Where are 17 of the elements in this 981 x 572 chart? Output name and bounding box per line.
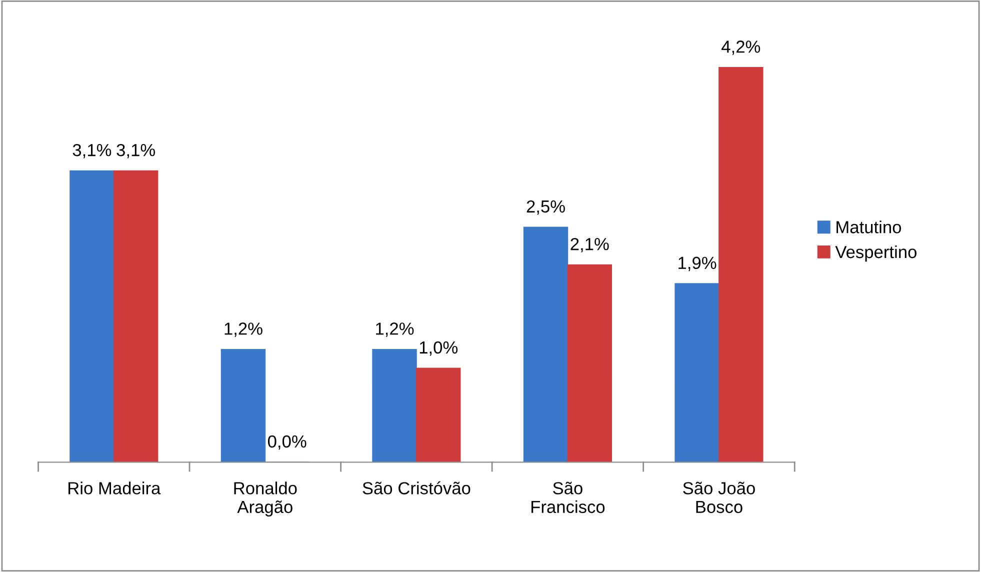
data-label: 2,1% <box>570 238 609 252</box>
x-tick-label: São Cristóvão <box>362 481 470 494</box>
x-tick-label: Rio Madeira <box>68 482 161 494</box>
x-tick-label: São Francisco <box>532 482 605 514</box>
data-label: 3,1% <box>116 144 155 158</box>
x-tick-label: Ronaldo Aragão <box>234 482 297 517</box>
data-label: 4,2% <box>722 40 760 55</box>
data-label: 2,5% <box>526 200 565 215</box>
data-label: 0,0% <box>268 435 306 450</box>
data-label: 1,2% <box>224 322 262 337</box>
data-label: 3,1% <box>72 144 112 158</box>
legend-label: Matutino <box>836 220 902 234</box>
data-label: 1,2% <box>376 322 414 337</box>
x-tick-label: São João Bosco <box>683 482 755 514</box>
data-label: 1,9% <box>678 256 716 272</box>
legend-label: Vespertino <box>835 245 916 262</box>
data-label: 1,0% <box>420 341 458 356</box>
